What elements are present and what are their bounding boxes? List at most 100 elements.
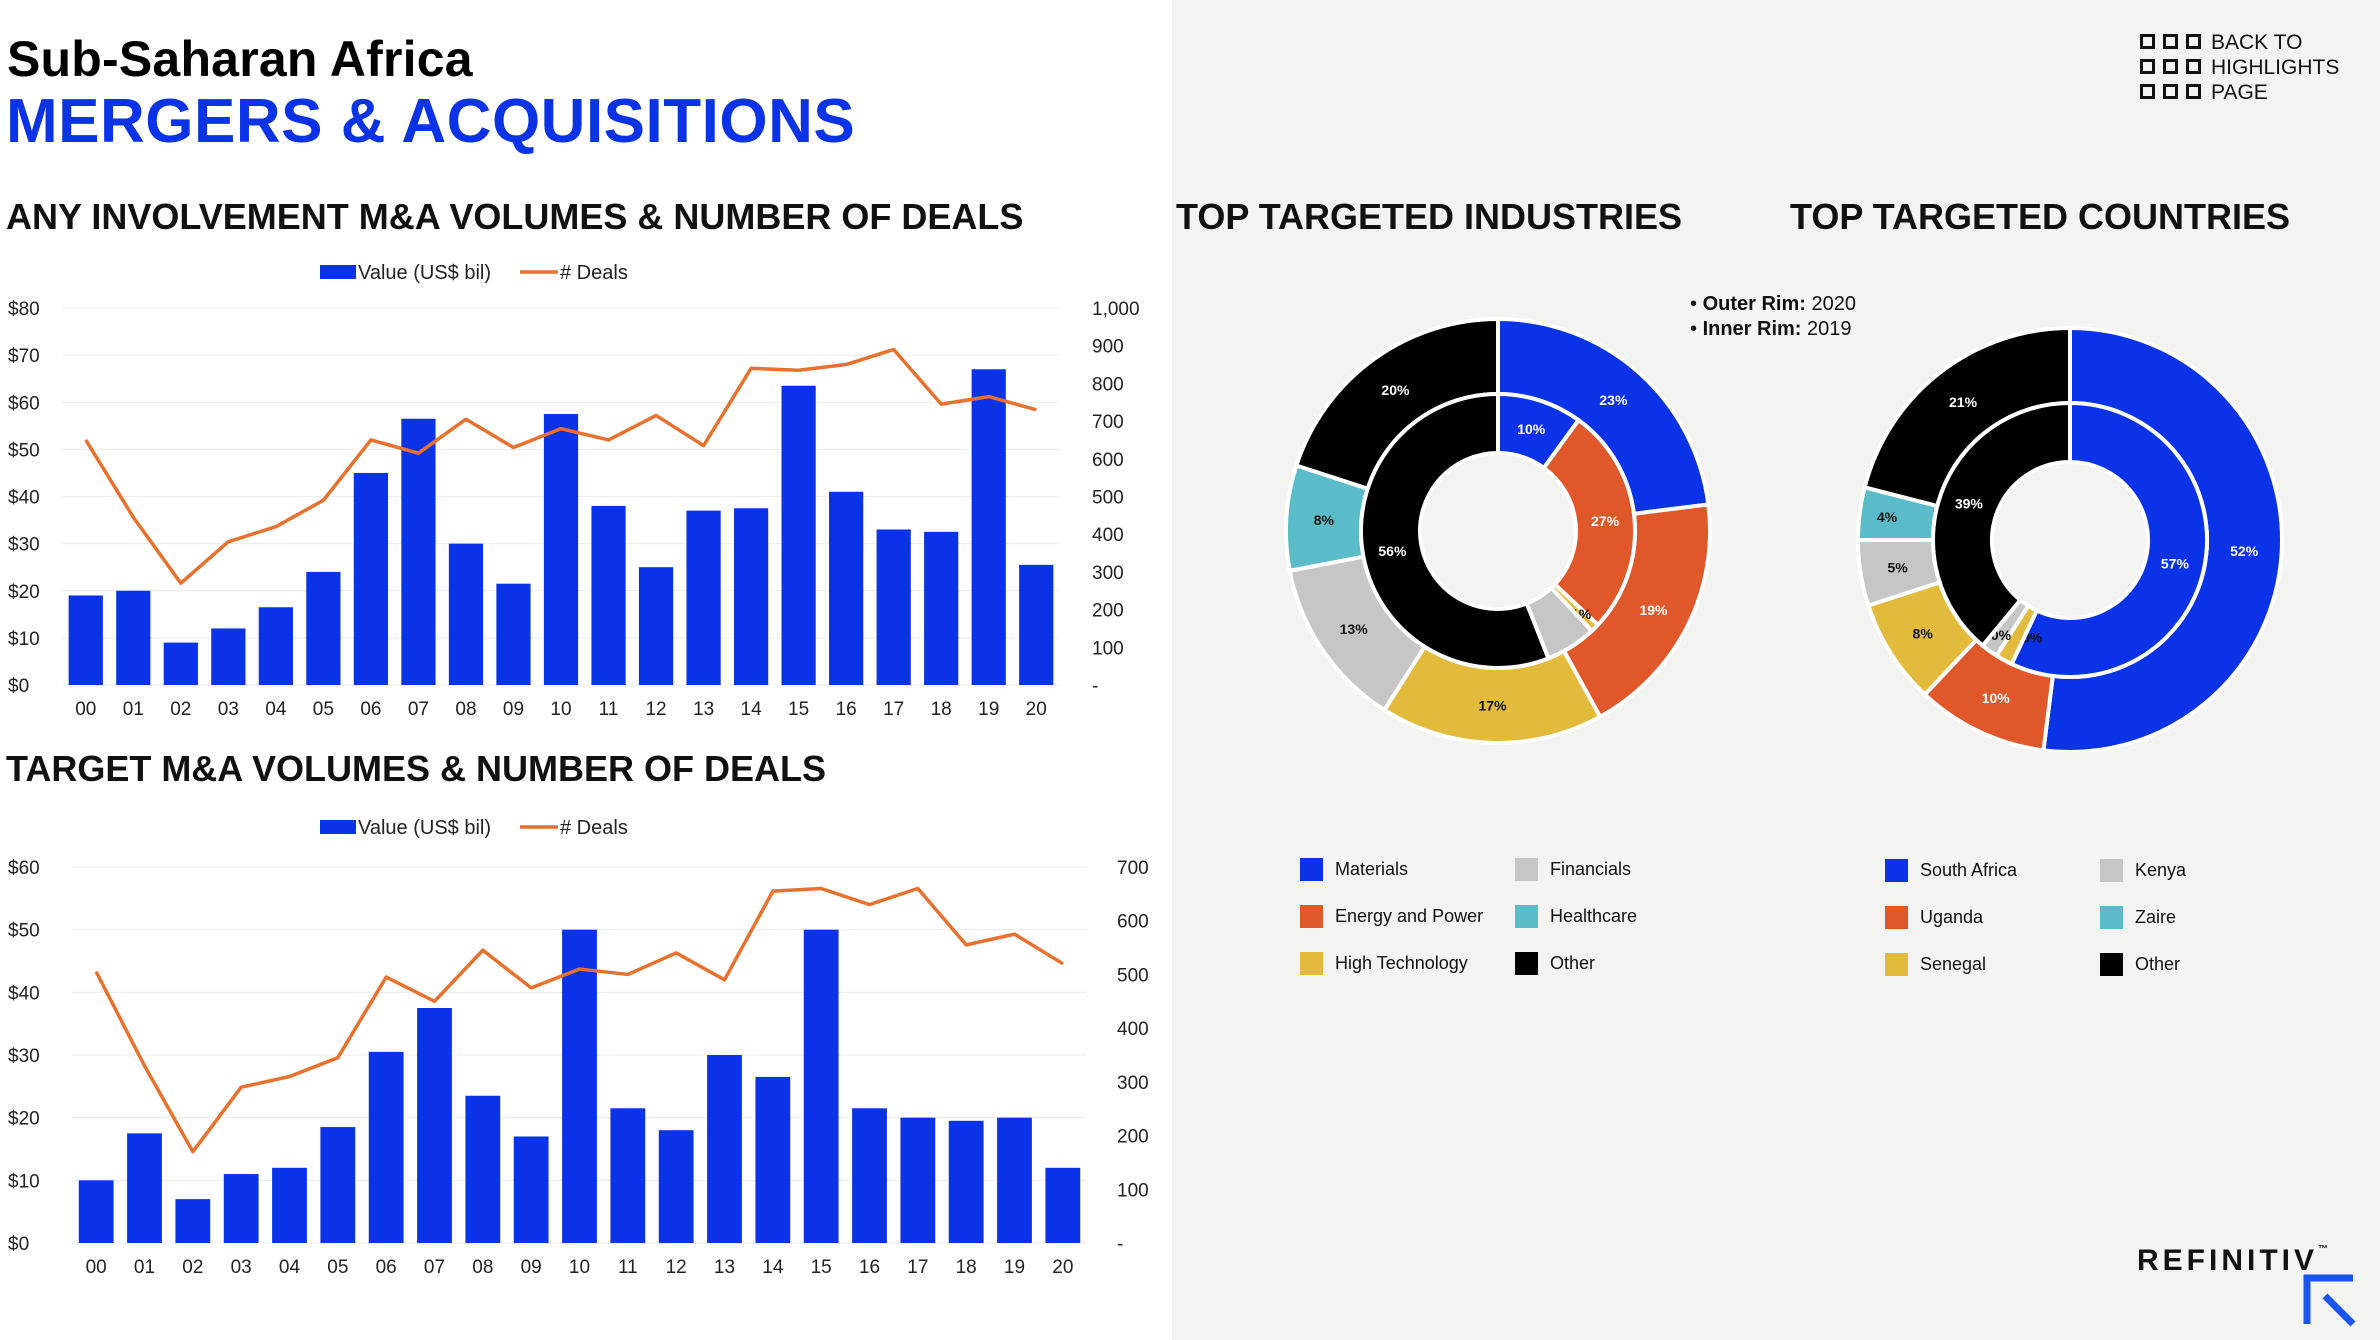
deals-point-02 — [192, 1151, 194, 1153]
y-left-tick-label: $50 — [8, 440, 40, 461]
y-left-tick-label: $0 — [8, 676, 29, 697]
deals-point-05 — [337, 1057, 339, 1059]
y-left-tick-label: $40 — [8, 488, 40, 509]
deals-point-09 — [512, 446, 514, 448]
page-region: Sub-Saharan Africa — [7, 31, 473, 87]
legend-swatch — [1515, 904, 1538, 928]
deals-point-00 — [95, 971, 97, 973]
legend-item-healthcare: Healthcare — [1515, 902, 1715, 930]
deals-point-01 — [144, 1065, 145, 1067]
deals-point-12 — [655, 414, 657, 416]
back-link-label: BACK TO HIGHLIGHTS PAGE — [2211, 31, 2340, 104]
y-right-tick-label: 600 — [1092, 450, 1124, 471]
grid-icon — [2140, 34, 2201, 99]
bar-12 — [658, 1130, 694, 1243]
y-right-tick-label: 600 — [1117, 912, 1149, 933]
legend-label: High Technology — [1335, 952, 1468, 973]
y-right-tick-label: 100 — [1092, 638, 1124, 659]
bar-10 — [562, 929, 597, 1243]
deals-point-11 — [608, 439, 610, 441]
deals-point-11 — [627, 973, 629, 975]
x-tick-label: 14 — [741, 699, 763, 720]
deals-point-17 — [917, 887, 919, 889]
deals-point-06 — [370, 439, 372, 441]
legend-label: Senegal — [1920, 953, 1987, 974]
legend-swatch — [1300, 904, 1323, 928]
back-to-highlights-link[interactable]: BACK TO HIGHLIGHTS PAGE — [2140, 30, 2370, 110]
outer-slice-label: 8% — [1913, 626, 1934, 642]
x-tick-label: 00 — [75, 699, 96, 720]
legend-swatch — [1300, 951, 1323, 975]
deals-point-19 — [988, 396, 990, 398]
legend-item-senegal: Senegal — [1885, 950, 2100, 978]
outer-slice-label: 19% — [1639, 602, 1668, 618]
bar-08 — [465, 1095, 501, 1243]
inner-slice-energy-and-power — [1541, 417, 1637, 628]
x-tick-label: 09 — [521, 1257, 542, 1278]
x-tick-label: 12 — [666, 1257, 687, 1278]
x-tick-label: 15 — [788, 699, 809, 720]
bar-09 — [513, 1136, 549, 1243]
bar-02 — [163, 642, 198, 685]
deals-point-04 — [275, 526, 277, 528]
y-left-tick-label: $30 — [8, 1046, 40, 1067]
y-left-tick-label: $0 — [8, 1234, 29, 1255]
legend-swatch — [2100, 858, 2123, 882]
bar-06 — [368, 1051, 404, 1243]
x-tick-label: 13 — [714, 1257, 735, 1278]
deals-point-02 — [180, 582, 182, 584]
bar-19 — [997, 1117, 1032, 1243]
x-tick-label: 01 — [134, 1257, 155, 1278]
y-right-tick-label: 500 — [1117, 965, 1149, 986]
x-tick-label: 20 — [1026, 699, 1047, 720]
y-right-tick-label: 300 — [1092, 563, 1124, 584]
y-right-tick-label: 200 — [1117, 1127, 1149, 1148]
deals-point-13 — [703, 445, 705, 447]
deals-point-15 — [820, 887, 822, 889]
legend-swatch — [1515, 951, 1538, 975]
bar-19 — [971, 369, 1006, 685]
legend-item-other: Other — [1515, 949, 1715, 977]
x-tick-label: 16 — [859, 1257, 880, 1278]
x-tick-label: 19 — [1004, 1257, 1025, 1278]
x-tick-label: 05 — [327, 1257, 348, 1278]
x-tick-label: 19 — [978, 699, 999, 720]
bar-04 — [272, 1167, 307, 1243]
inner-slice-south-africa — [2009, 400, 2209, 679]
x-tick-label: 07 — [408, 699, 429, 720]
x-tick-label: 06 — [360, 699, 381, 720]
legend-swatch — [2100, 952, 2123, 976]
bar-20 — [1019, 564, 1054, 685]
bar-02 — [175, 1199, 211, 1243]
deals-point-06 — [385, 976, 387, 978]
legend-bar-swatch — [320, 265, 356, 279]
legend-label: Zaire — [2135, 906, 2177, 927]
legend-label: Financials — [1550, 858, 1632, 879]
x-tick-label: 03 — [231, 1257, 252, 1278]
y-left-tick-label: $40 — [8, 983, 40, 1004]
bar-03 — [223, 1174, 259, 1243]
outer-slice-label: 23% — [1599, 392, 1628, 408]
bar-18 — [924, 531, 959, 685]
outer-slice-label: 20% — [1381, 382, 1410, 398]
y-right-tick-label: 300 — [1117, 1073, 1149, 1094]
bar-14 — [733, 508, 769, 685]
deals-point-07 — [417, 452, 419, 454]
bar-15 — [803, 929, 839, 1243]
y-right-tick-label: 700 — [1092, 412, 1124, 433]
y-right-tick-label: 100 — [1117, 1180, 1149, 1201]
x-tick-label: 16 — [836, 699, 857, 720]
y-right-tick-label: 200 — [1092, 601, 1124, 622]
y-left-tick-label: $50 — [8, 921, 40, 942]
bar-07 — [401, 418, 436, 685]
x-tick-label: 13 — [693, 699, 714, 720]
deals-point-05 — [322, 499, 324, 501]
y-left-tick-label: $10 — [8, 629, 40, 650]
y-left-tick-label: $20 — [8, 1109, 40, 1130]
deals-point-03 — [240, 1086, 242, 1088]
x-tick-label: 07 — [424, 1257, 445, 1278]
x-tick-label: 11 — [599, 699, 619, 720]
deals-point-17 — [893, 348, 895, 350]
countries-section-title: TOP TARGETED COUNTRIES — [1790, 196, 2291, 237]
x-tick-label: 04 — [279, 1257, 301, 1278]
